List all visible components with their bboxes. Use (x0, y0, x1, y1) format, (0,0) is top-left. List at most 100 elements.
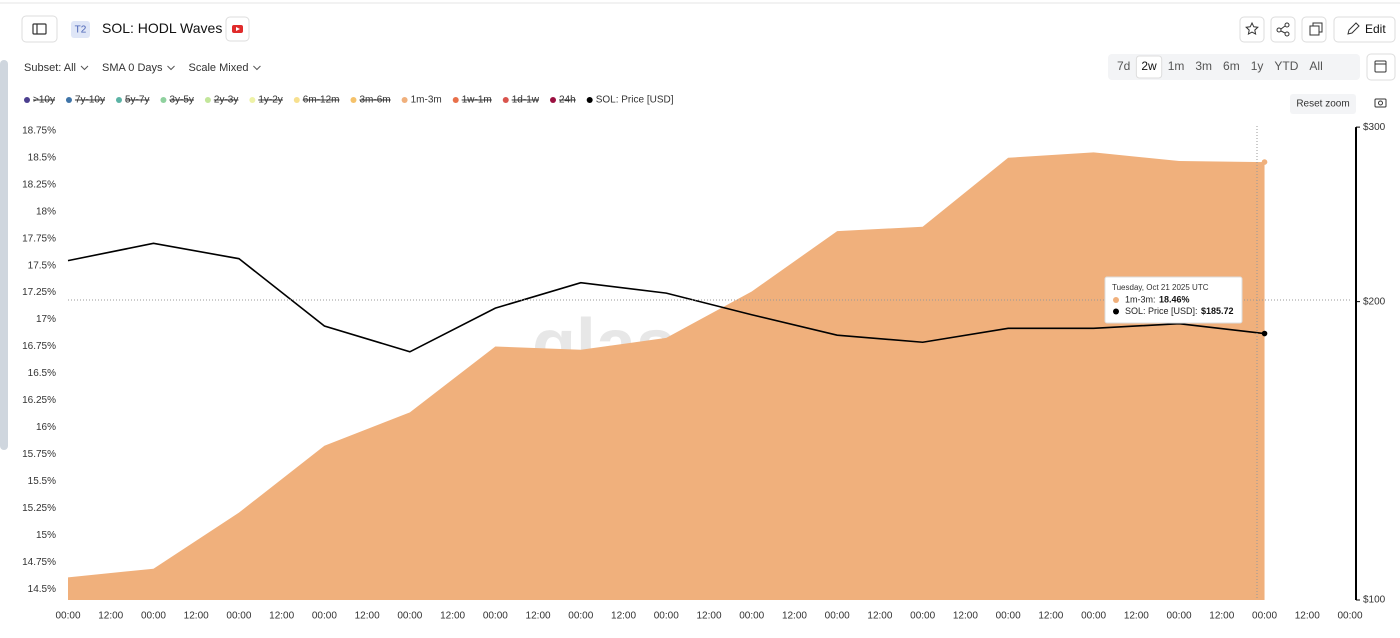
scrollbar[interactable] (0, 60, 8, 450)
legend-dot (401, 97, 408, 103)
x-tick-label: 00:00 (739, 611, 764, 622)
badge-bg (71, 21, 90, 38)
line (67, 242, 1265, 353)
range-button[interactable]: 2w (1141, 59, 1157, 73)
hover-point (1261, 159, 1268, 165)
x-tick-label: 00:00 (483, 611, 508, 622)
tooltip-bg (1104, 276, 1243, 324)
range-button[interactable]: 1m (1168, 59, 1185, 73)
range-active (1135, 55, 1163, 79)
x-tick-label: 00:00 (996, 611, 1021, 622)
x-tick-label: 12:00 (953, 611, 978, 622)
tooltip-dot (1113, 308, 1119, 315)
legend-dot (502, 97, 509, 103)
range-button[interactable]: 6m (1223, 59, 1240, 73)
y2-tick-label: $300 (1363, 122, 1386, 133)
filter-label[interactable]: SMA 0 Days (102, 62, 163, 74)
y-tick-label: 16.25% (22, 395, 56, 406)
x-tick-label: 12:00 (1295, 611, 1320, 622)
x-tick-label: 00:00 (1081, 611, 1106, 622)
legend-dot (249, 97, 256, 103)
y-tick-label: 14.5% (28, 584, 56, 595)
legend-dot (586, 97, 593, 103)
x-tick-label: 00:00 (397, 611, 422, 622)
edit-button[interactable]: Edit (1333, 16, 1396, 43)
tier-badge: T2 (75, 25, 87, 36)
range-button[interactable]: All (1309, 59, 1322, 73)
sidebar-toggle[interactable] (21, 15, 58, 43)
y-tick-label: 15.5% (28, 476, 56, 487)
share-button[interactable] (1270, 16, 1296, 43)
x-tick-label: 12:00 (867, 611, 892, 622)
x-tick-label: 12:00 (526, 611, 551, 622)
y-tick-label: 18.75% (22, 125, 56, 136)
x-tick-label: 00:00 (312, 611, 337, 622)
tooltip-name: SOL: Price [USD] (1125, 306, 1195, 316)
x-tick-label: 12:00 (355, 611, 380, 622)
y2-tick-label: $200 (1363, 296, 1386, 307)
y-tick-label: 16.5% (28, 368, 56, 379)
legend-dot (115, 97, 122, 103)
legend-dot (350, 97, 357, 103)
x-tick-label: 12:00 (696, 611, 721, 622)
chevron-icon (253, 65, 261, 71)
x-tick-label: 00:00 (226, 611, 251, 622)
legend-dot (204, 97, 211, 103)
legend-dot (550, 97, 556, 103)
calendar-button[interactable] (1366, 53, 1396, 81)
x-tick-label: 12:00 (1124, 611, 1149, 622)
filter-label[interactable]: Scale Mixed (189, 62, 249, 74)
x-tick-label: 12:00 (1038, 611, 1063, 622)
x-tick-label: 12:00 (782, 611, 807, 622)
y-tick-label: 15.25% (22, 503, 56, 514)
chevron-icon (167, 65, 175, 71)
edit-label: Edit (1365, 22, 1386, 36)
tooltip-value: 18.46% (1159, 294, 1190, 304)
y-tick-label: 18.25% (22, 179, 56, 190)
reset-zoom-button[interactable]: Reset zoom (1290, 94, 1356, 114)
chevron-icon (80, 65, 89, 71)
tooltip-name: 1m-3m (1125, 294, 1153, 304)
legend-dot (65, 97, 72, 103)
legend-entry[interactable]: 1m-3m (411, 95, 442, 106)
y-tick-label: 17.5% (28, 260, 56, 271)
x-tick-label: 12:00 (184, 611, 209, 622)
x-tick-label: 00:00 (825, 611, 850, 622)
legend-entry[interactable]: SOL: Price [USD] (596, 95, 674, 106)
y2-tick-label: $100 (1363, 595, 1386, 606)
copy-button[interactable] (1301, 16, 1327, 43)
star-button[interactable] (1239, 16, 1265, 43)
x-tick-label: 12:00 (98, 611, 123, 622)
tooltip-value: $185.72 (1201, 306, 1234, 316)
x-tick-label: 00:00 (1337, 611, 1362, 622)
y-tick-label: 17.25% (22, 287, 56, 298)
range-group (1108, 54, 1360, 80)
y-tick-label: 14.75% (22, 557, 56, 568)
area (68, 152, 1265, 600)
legend-dot (24, 97, 30, 103)
range-button[interactable]: 3m (1195, 59, 1212, 73)
filter-label[interactable]: Subset: All (24, 62, 76, 74)
x-tick-label: 00:00 (55, 611, 80, 622)
screenshot-button[interactable] (1374, 98, 1387, 108)
y-tick-label: 17.75% (22, 233, 56, 244)
x-tick-label: 00:00 (910, 611, 935, 622)
y-tick-label: 18% (36, 206, 56, 217)
x-tick-label: 00:00 (1167, 611, 1192, 622)
range-button[interactable]: 1y (1251, 59, 1264, 73)
x-tick-label: 00:00 (568, 611, 593, 622)
y-tick-label: 17% (36, 314, 56, 325)
chart-title: SOL: HODL Waves (102, 20, 222, 36)
y-tick-label: 15.75% (22, 449, 56, 460)
x-tick-label: 12:00 (611, 611, 636, 622)
range-button[interactable]: 7d (1117, 59, 1130, 73)
plot: 14.5% 14.75% 15% 15.25% 15.5% 15.75% 16% 16.25%… (22, 122, 1386, 622)
x-tick-label: 00:00 (141, 611, 166, 622)
tooltip-dot (1113, 297, 1119, 303)
x-tick-label: 12:00 (269, 611, 294, 622)
reset-zoom-label: Reset zoom (1296, 99, 1349, 110)
tooltip: Tuesday, Oct 21 2025 UTC 1m-3m:18.46% SOL:… (1104, 276, 1243, 324)
range-button[interactable]: YTD (1274, 59, 1298, 73)
youtube-button[interactable] (225, 16, 250, 42)
